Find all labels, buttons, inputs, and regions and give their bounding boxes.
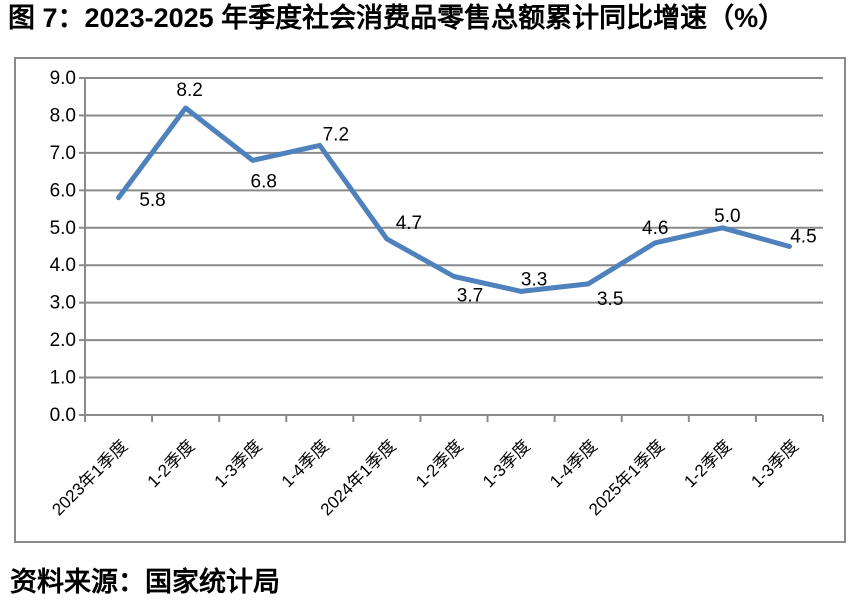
data-label: 5.8 bbox=[139, 190, 165, 211]
data-label: 4.7 bbox=[396, 213, 422, 234]
y-axis-label: 6.0 bbox=[50, 180, 76, 201]
data-label: 4.5 bbox=[790, 227, 816, 248]
y-axis-label: 1.0 bbox=[50, 368, 76, 389]
x-axis-label: 1-2季度 bbox=[144, 436, 199, 491]
y-axis-label: 3.0 bbox=[50, 293, 76, 314]
y-axis-label: 0.0 bbox=[50, 405, 76, 426]
source-note: 资料来源：国家统计局 bbox=[10, 567, 280, 597]
data-label: 3.3 bbox=[521, 269, 547, 290]
x-axis-label: 2023年1季度 bbox=[48, 436, 131, 519]
x-axis-label: 1-3季度 bbox=[211, 436, 266, 491]
figure-title: 图 7：2023-2025 年季度社会消费品零售总额累计同比增速（%） bbox=[8, 3, 786, 33]
data-label: 3.5 bbox=[597, 289, 623, 310]
x-axis-label: 1-4季度 bbox=[546, 436, 601, 491]
y-axis-label: 8.0 bbox=[50, 105, 76, 126]
data-label: 4.6 bbox=[642, 218, 668, 239]
y-axis-label: 7.0 bbox=[50, 143, 76, 164]
y-axis-label: 2.0 bbox=[50, 330, 76, 351]
data-label: 3.7 bbox=[457, 285, 483, 306]
y-axis-label: 9.0 bbox=[50, 68, 76, 89]
x-axis-label: 1-3季度 bbox=[747, 436, 802, 491]
data-label: 5.0 bbox=[714, 206, 740, 227]
chart-frame: 9.0 8.0 7.0 6.0 5.0 4.0 3.0 2.0 1.0 0.0 2023年1季度 1-… bbox=[14, 57, 846, 543]
y-axis-label: 4.0 bbox=[50, 255, 76, 276]
x-axis-label: 1-2季度 bbox=[680, 436, 735, 491]
x-axis-label: 1-3季度 bbox=[479, 436, 534, 491]
series-line bbox=[116, 105, 792, 294]
data-label: 7.2 bbox=[323, 124, 349, 145]
x-axis-label: 1-4季度 bbox=[278, 436, 333, 491]
y-axis-label: 5.0 bbox=[50, 218, 76, 239]
x-axis-label: 1-2季度 bbox=[412, 436, 467, 491]
data-label: 6.8 bbox=[251, 171, 277, 192]
data-label: 8.2 bbox=[176, 80, 202, 101]
